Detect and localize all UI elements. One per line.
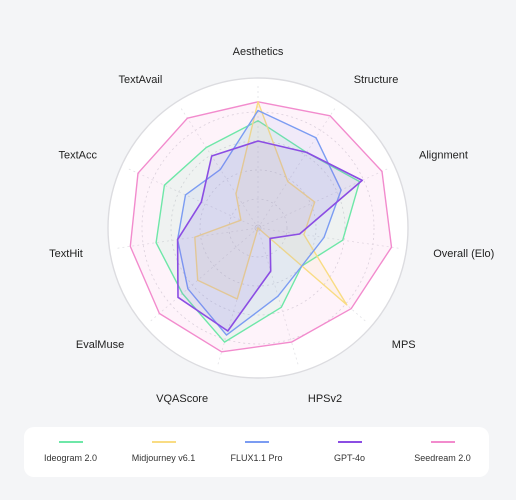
axis-spoke-10 (179, 105, 259, 229)
legend-item-ideogram: Ideogram 2.0 (27, 441, 115, 463)
legend-swatch-flux (244, 441, 269, 443)
axis-label-5: HPSv2 (308, 393, 342, 405)
axis-spoke-5 (257, 227, 300, 368)
legend-label-ideogram: Ideogram 2.0 (43, 453, 98, 463)
axis-spoke-3 (257, 227, 402, 250)
axis-label-1: Structure (354, 74, 399, 86)
axis-spoke-7 (148, 227, 259, 324)
legend-label-gpt4o: GPT-4o (333, 453, 365, 463)
axis-spoke-6 (216, 227, 259, 368)
axis-label-7: EvalMuse (76, 339, 124, 351)
grid-center (254, 224, 262, 232)
axis-label-10: TextAvail (118, 74, 162, 86)
legend-item-seedream: Seedream 2.0 (399, 441, 487, 463)
series-midjourney-v6-1 (194, 101, 348, 306)
legend-swatch-gpt4o (337, 441, 362, 443)
legend-swatch-midjourney (151, 441, 176, 443)
legend-swatch-seedream (430, 441, 455, 443)
radar-chart: Aesthetics Structure Alignment Overall (Elo… (49, 46, 494, 405)
legend-label-midjourney: Midjourney v6.1 (131, 453, 196, 463)
axis-label-6: VQAScore (156, 393, 208, 405)
radar-series (129, 101, 393, 353)
axis-spoke-9 (125, 167, 259, 229)
legend-item-flux: FLUX1.1 Pro (213, 441, 301, 463)
axis-label-3: Overall (Elo) (433, 248, 494, 260)
series-seedream-2-0 (129, 101, 393, 353)
grid-ring-2 (199, 169, 317, 287)
axis-spoke-1 (257, 105, 337, 229)
legend-label-flux: FLUX1.1 Pro (230, 453, 283, 463)
legend: Ideogram 2.0 Midjourney v6.1 FLUX1.1 Pro… (24, 427, 489, 477)
axis-label-4: MPS (392, 339, 416, 351)
legend-item-midjourney: Midjourney v6.1 (120, 441, 208, 463)
axis-label-9: TextAcc (58, 150, 97, 162)
series-flux1-1-pro (176, 109, 342, 336)
grid-ring-3 (170, 140, 346, 316)
series-gpt-4o (176, 140, 364, 332)
axis-spoke-8 (114, 227, 259, 250)
axis-label-2: Alignment (419, 150, 468, 162)
legend-item-gpt4o: GPT-4o (306, 441, 394, 463)
axis-spoke-4 (257, 227, 368, 324)
legend-swatch-ideogram (58, 441, 83, 443)
axis-label-0: Aesthetics (233, 46, 284, 58)
axis-spoke-2 (257, 167, 391, 229)
grid-ring-1 (228, 198, 288, 258)
legend-label-seedream: Seedream 2.0 (414, 453, 471, 463)
radar-axis-labels: Aesthetics Structure Alignment Overall (Elo… (49, 46, 494, 405)
axis-label-8: TextHit (49, 248, 83, 260)
